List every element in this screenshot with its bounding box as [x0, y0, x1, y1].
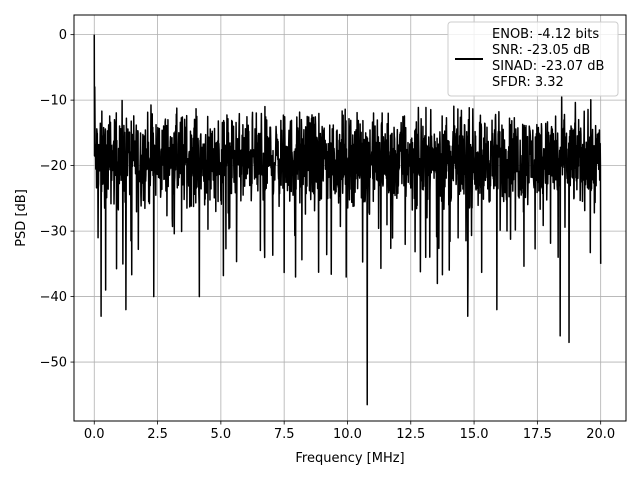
legend-entry-line: SNR: -23.05 dB: [492, 43, 590, 58]
x-tick-label: 12.5: [396, 427, 425, 442]
y-tick-label: −30: [40, 225, 67, 240]
legend-box: [447, 21, 619, 97]
psd-series-line: [93, 34, 602, 406]
y-tick-label: −10: [40, 94, 67, 109]
axis-ticks: 0.0 2.5 5.0 7.5 10.0 12.5 15.0 17.5 20.0 0 −10 −20 −…: [40, 28, 616, 442]
x-tick-label: 5.0: [211, 427, 232, 442]
y-tick-label: −20: [40, 159, 67, 174]
x-tick-label: 0.0: [84, 427, 105, 442]
x-tick-label: 2.5: [147, 427, 168, 442]
y-axis-label: PSD [dB]: [14, 189, 29, 247]
x-tick-label: 10.0: [333, 427, 362, 442]
legend-entry-line: ENOB: -4.12 bits: [492, 27, 599, 42]
x-tick-label: 7.5: [274, 427, 295, 442]
x-tick-label: 17.5: [523, 427, 552, 442]
y-tick-label: −40: [40, 290, 67, 305]
y-tick-label: 0: [59, 28, 67, 43]
plot-series-area: [93, 34, 602, 406]
x-tick-label: 15.0: [460, 427, 489, 442]
legend-entry-line: SINAD: -23.07 dB: [492, 59, 604, 74]
plot-frame: [73, 14, 627, 422]
y-tick-label: −50: [40, 356, 67, 371]
legend: ENOB: -4.12 bits SNR: -23.05 dB SINAD: -…: [447, 21, 619, 97]
x-axis-label: Frequency [MHz]: [295, 451, 404, 466]
x-tick-label: 20.0: [586, 427, 615, 442]
legend-entry-line: SFDR: 3.32: [492, 75, 564, 90]
